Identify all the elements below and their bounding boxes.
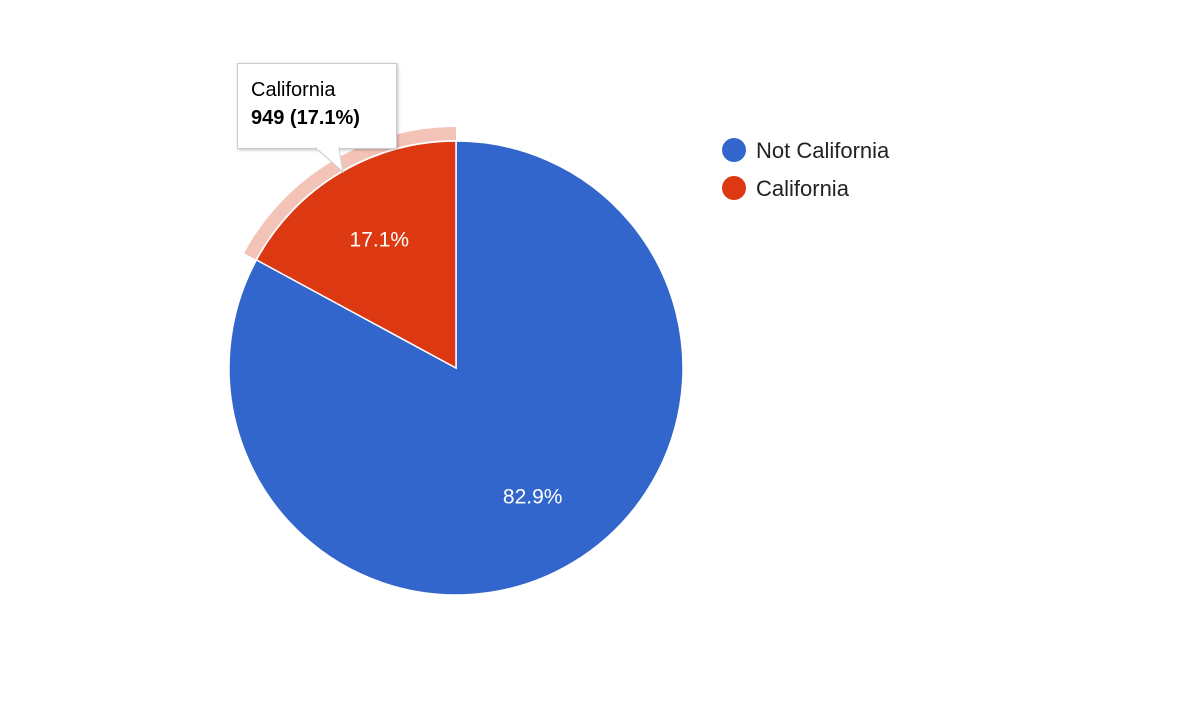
legend-marker-not-california [722,138,746,162]
tooltip-title: California [251,79,336,101]
slice-percent-label-california: 17.1% [350,228,410,251]
slice-highlight-california [244,127,456,260]
tooltip: California 949 (17.1%) [237,63,397,174]
tooltip-pointer [314,147,344,174]
legend-marker-california [722,176,746,200]
legend-label-not-california[interactable]: Not California [756,138,890,163]
tooltip-value: 949 (17.1%) [251,107,360,129]
slice-highlight-layer [244,127,456,260]
slice-percent-label-not-california: 82.9% [503,486,563,509]
slices-layer [228,140,684,596]
slice-labels-layer: 82.9% 17.1% [350,228,563,508]
pie-slice-california[interactable] [255,140,457,370]
legend-label-california[interactable]: California [756,176,850,201]
pie-slice-not-california[interactable] [228,140,684,596]
legend: Not California California [722,138,890,201]
